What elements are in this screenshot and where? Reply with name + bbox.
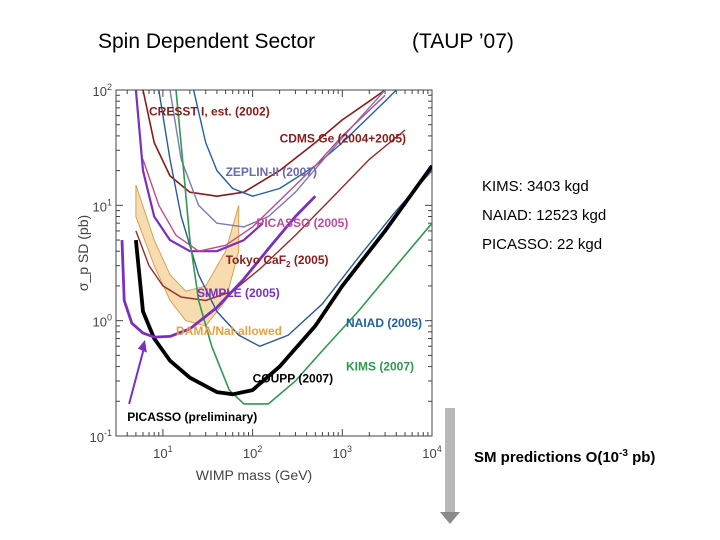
exposure-note-naiad: NAIAD: 12523 kgd <box>482 207 607 224</box>
down-arrow-shaft <box>445 408 455 514</box>
series-line-picasso-2005 <box>134 90 264 253</box>
dama-allowed-region <box>135 184 240 327</box>
series-line-kims-2007 <box>175 90 432 405</box>
x-tick-label: 102 <box>243 444 262 461</box>
y-tick-label: 102 <box>93 82 112 99</box>
y-tick-label: 100 <box>93 313 112 330</box>
series-line-coupp-2007 <box>134 164 432 397</box>
sm-prediction-exponent: -3 <box>619 448 628 459</box>
series-label-picasso-2005: PICASSO (2005) <box>256 216 348 230</box>
exposure-note-picasso: PICASSO: 22 kgd <box>482 236 603 253</box>
sm-prediction-text: SM predictions O(10 <box>474 449 620 466</box>
series-label-kims-2007: KIMS (2007) <box>346 359 414 373</box>
y-tick-label: 10-1 <box>90 428 112 445</box>
picasso-pointer-line <box>128 344 146 405</box>
slide-title-left: Spin Dependent Sector <box>98 30 316 53</box>
y-tick-label: 101 <box>93 197 112 214</box>
slide-title-right: (TAUP ’07) <box>412 30 514 53</box>
series-label-picasso-preliminary: PICASSO (preliminary) <box>127 410 257 424</box>
x-axis-label: WIMP mass (GeV) <box>196 467 312 483</box>
sm-prediction-tail: pb) <box>627 449 656 466</box>
exposure-note-kims: KIMS: 3403 kgd <box>482 178 589 195</box>
series-label-coupp-2007: COUPP (2007) <box>253 372 333 386</box>
series-line-picasso-preliminary <box>120 195 317 339</box>
series-label-naiad-2005: NAIAD (2005) <box>346 316 422 330</box>
series-label-tokyo-caf2-2005: Tokyo CaF2 (2005) <box>226 253 329 269</box>
series-label-zeplin-ii-2007: ZEPLIN-II (2007) <box>226 165 317 179</box>
series-label-cresst-i-est-2002: CRESST I, est. (2002) <box>149 105 270 119</box>
x-tick-label: 101 <box>153 444 172 461</box>
series-label-simple-2005: SIMPLE (2005) <box>197 286 280 300</box>
series-label-cdms-ge-2004-2005: CDMS Ge (2004+2005) <box>280 132 406 146</box>
sm-prediction-label: SM predictions O(10-3 pb) <box>474 448 655 466</box>
series-line-tokyo-caf2-2005 <box>142 94 386 252</box>
picasso-pointer-arrowhead <box>137 339 147 353</box>
y-axis-label: σ_p SD (pb) <box>75 215 91 291</box>
series-line-naiad-2005 <box>158 90 432 347</box>
x-tick-label: 104 <box>422 444 441 461</box>
annotation-dama-nai-allowed: DAMA/NaI-allowed <box>176 324 282 338</box>
series-line-cdms-ge-2004-2005 <box>192 90 397 197</box>
x-tick-label: 103 <box>333 444 352 461</box>
series-line-zeplin-ii-2007 <box>169 90 386 228</box>
down-arrow-icon <box>440 512 460 524</box>
